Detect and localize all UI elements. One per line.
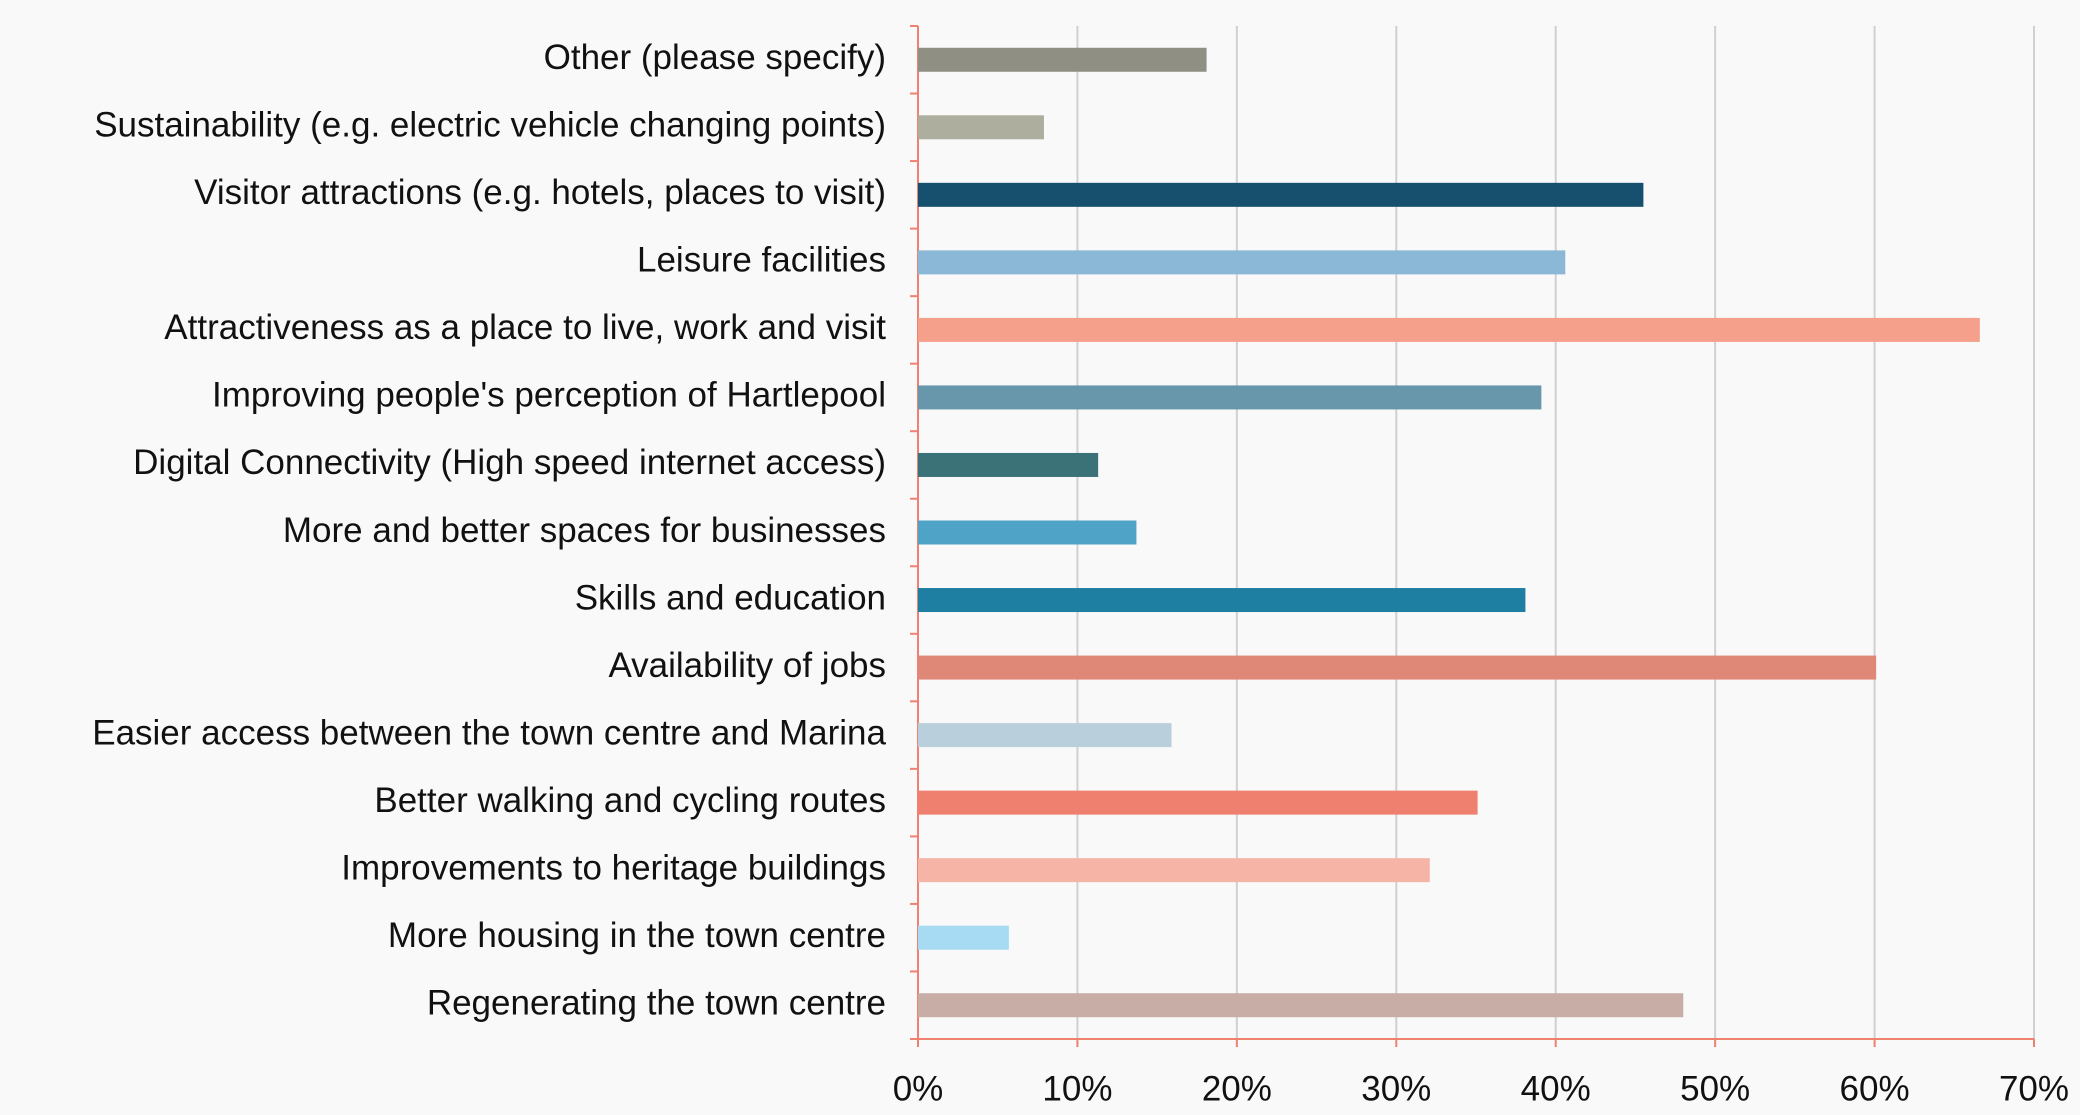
bar	[918, 925, 1009, 950]
y-tick-label: More and better spaces for businesses	[283, 511, 886, 550]
bar	[918, 182, 1644, 207]
x-tick-label: 0%	[893, 1069, 944, 1108]
x-tick-label: 40%	[1521, 1069, 1591, 1108]
x-tick-label: 50%	[1680, 1069, 1750, 1108]
bar	[918, 47, 1207, 72]
bar	[918, 317, 1980, 342]
y-tick-label: Other (please specify)	[544, 38, 886, 77]
bar	[918, 385, 1542, 410]
y-tick-label: Skills and education	[575, 578, 886, 617]
x-tick-label: 30%	[1361, 1069, 1431, 1108]
bar	[918, 115, 1044, 140]
y-tick-label: Better walking and cycling routes	[374, 781, 886, 820]
bar	[918, 723, 1172, 748]
y-tick-label: Improving people's perception of Hartlep…	[212, 376, 886, 415]
bar	[918, 520, 1137, 545]
y-tick-label: Visitor attractions (e.g. hotels, places…	[194, 173, 886, 212]
y-tick-label: Easier access between the town centre an…	[92, 713, 886, 752]
y-tick-label: Regenerating the town centre	[427, 983, 886, 1022]
y-tick-label: Improvements to heritage buildings	[341, 848, 886, 887]
y-tick-label: Sustainability (e.g. electric vehicle ch…	[94, 106, 886, 145]
bar	[918, 588, 1526, 613]
y-tick-label: More housing in the town centre	[388, 916, 886, 955]
y-tick-label: Availability of jobs	[608, 646, 886, 685]
bar	[918, 655, 1877, 680]
x-tick-label: 10%	[1042, 1069, 1112, 1108]
x-tick-label: 20%	[1202, 1069, 1272, 1108]
x-tick-label: 70%	[1999, 1069, 2069, 1108]
x-tick-label: 60%	[1840, 1069, 1910, 1108]
bar	[918, 858, 1430, 883]
bar	[918, 452, 1099, 477]
y-tick-label: Attractiveness as a place to live, work …	[164, 308, 886, 347]
bar	[918, 790, 1478, 815]
y-tick-label: Leisure facilities	[637, 241, 886, 280]
y-tick-label: Digital Connectivity (High speed interne…	[133, 443, 886, 482]
bar	[918, 993, 1684, 1018]
bar	[918, 250, 1566, 275]
